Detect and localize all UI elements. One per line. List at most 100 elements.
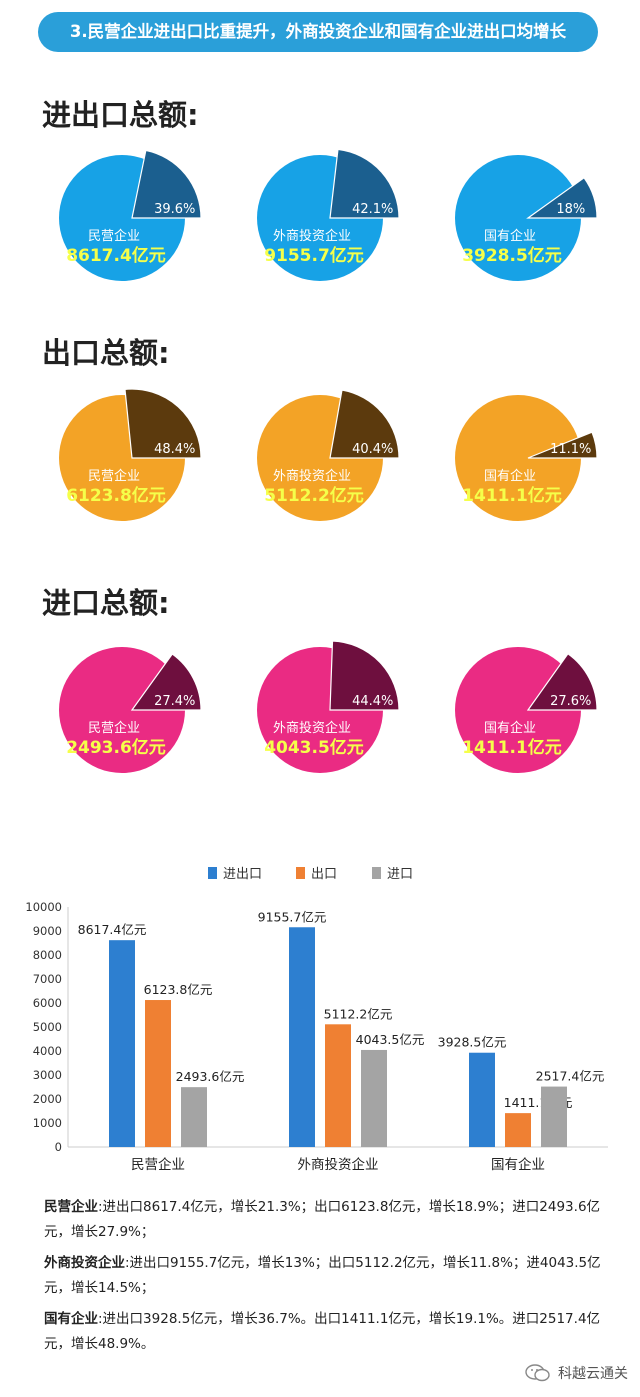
pie-company-label: 民营企业	[88, 228, 140, 244]
pie-share-label: 39.6%	[154, 202, 195, 217]
pie-amount-label: 1411.1亿元	[462, 485, 562, 506]
pie-share-label: 40.4%	[352, 442, 393, 457]
pie-company-label: 国有企业	[484, 228, 536, 244]
bar-data-label: 8617.4亿元	[78, 922, 147, 937]
pie-amount-label: 1411.1亿元	[462, 737, 562, 758]
pie-share-label: 11.1%	[550, 442, 591, 457]
bar-data-label: 5112.2亿元	[324, 1006, 393, 1021]
wechat-icon	[525, 1364, 550, 1382]
watermark: 科越云通关	[524, 1360, 628, 1386]
note-foreign: 外商投资企业:进出口9155.7亿元，增长13%；出口5112.2亿元，增长11…	[44, 1251, 614, 1301]
legend-swatch	[208, 867, 217, 879]
note-state: 国有企业:进出口3928.5亿元，增长36.7%。出口1411.1亿元，增长19…	[44, 1307, 614, 1357]
pie-base-slice	[455, 395, 581, 521]
x-category-label: 民营企业	[131, 1156, 185, 1173]
pie-highlight-slice	[329, 148, 400, 219]
x-category-label: 国有企业	[491, 1156, 545, 1173]
pie-amount-label: 9155.7亿元	[264, 245, 364, 266]
watermark-text: 科越云通关	[558, 1366, 628, 1382]
y-tick-label: 8000	[33, 948, 62, 962]
legend-label: 进出口	[223, 867, 262, 882]
bar-data-label: 3928.5亿元	[438, 1035, 507, 1050]
pie-row-total: 39.6% 民营企业 8617.4亿元 42.1% 外商投资企业 9155.7亿元 18% 国…	[0, 148, 640, 298]
pie-company-label: 国有企业	[484, 720, 536, 736]
pie-highlight-slice	[329, 640, 400, 711]
pie-share-label: 48.4%	[154, 442, 195, 457]
bar	[361, 1049, 387, 1147]
y-tick-label: 1000	[33, 1116, 62, 1130]
pie-share-label: 27.4%	[154, 694, 195, 709]
legend-label: 进口	[387, 867, 413, 882]
section-banner: 3.民营企业进出口比重提升，外商投资企业和国有企业进出口均增长	[38, 12, 598, 52]
pie-highlight-slice	[124, 388, 202, 459]
bar	[109, 940, 135, 1147]
y-tick-label: 5000	[33, 1020, 62, 1034]
bar-data-label: 4043.5亿元	[356, 1032, 425, 1047]
pie-base-slice	[455, 647, 581, 773]
bar	[541, 1086, 567, 1147]
pie-company-label: 外商投资企业	[273, 468, 351, 484]
pie-amount-label: 5112.2亿元	[264, 485, 364, 506]
section-title-import: 进口总额:	[42, 586, 170, 620]
bar	[289, 927, 315, 1147]
y-tick-label: 10000	[25, 900, 62, 914]
bar-data-label: 6123.8亿元	[144, 982, 213, 997]
pie-base-slice	[59, 647, 185, 773]
pie-company-label: 外商投资企业	[273, 720, 351, 736]
note-company: 外商投资企业	[44, 1255, 125, 1271]
legend-swatch	[296, 867, 305, 879]
bar-data-label: 2493.6亿元	[176, 1069, 245, 1084]
pie-highlight-slice	[329, 389, 400, 459]
notes: 民营企业:进出口8617.4亿元，增长21.3%；出口6123.8亿元，增长18…	[44, 1195, 614, 1363]
pie-row-import: 27.4% 民营企业 2493.6亿元 44.4% 外商投资企业 4043.5亿元 27.6…	[0, 640, 640, 790]
pie-company-label: 民营企业	[88, 720, 140, 736]
pie-amount-label: 6123.8亿元	[66, 485, 166, 506]
section-title-total: 进出口总额:	[42, 98, 199, 132]
section-title-export: 出口总额:	[42, 336, 170, 370]
bar	[505, 1113, 531, 1147]
pie-share-label: 44.4%	[352, 694, 393, 709]
pie-row-export: 48.4% 民营企业 6123.8亿元 40.4% 外商投资企业 5112.2亿元 11.1…	[0, 388, 640, 538]
bar-chart: 0 1000 2000 3000 4000 5000 6000 7000 8000 9000 100…	[25, 867, 608, 1173]
note-text: :进出口9155.7亿元，增长13%；出口5112.2亿元，增长11.8%；进4…	[44, 1255, 601, 1296]
pie-share-label: 42.1%	[352, 202, 393, 217]
y-tick-label: 3000	[33, 1068, 62, 1082]
pie-amount-label: 3928.5亿元	[462, 245, 562, 266]
bar-data-label: 9155.7亿元	[258, 909, 327, 924]
bar	[469, 1052, 495, 1147]
pie-share-label: 18%	[556, 202, 585, 217]
bar	[145, 1000, 171, 1147]
pie-highlight-slice	[526, 176, 598, 219]
note-private: 民营企业:进出口8617.4亿元，增长21.3%；出口6123.8亿元，增长18…	[44, 1195, 614, 1245]
bar-data-label: 2517.4亿元	[536, 1069, 605, 1084]
y-tick-label: 7000	[33, 972, 62, 986]
y-tick-label: 0	[55, 1140, 62, 1154]
pie-company-label: 外商投资企业	[273, 228, 351, 244]
y-tick-label: 4000	[33, 1044, 62, 1058]
pie-amount-label: 8617.4亿元	[66, 245, 166, 266]
y-tick-label: 6000	[33, 996, 62, 1010]
note-company: 民营企业	[44, 1199, 98, 1215]
pie-amount-label: 2493.6亿元	[66, 737, 166, 758]
pie-highlight-slice	[527, 431, 598, 459]
bar	[181, 1087, 207, 1147]
pie-company-label: 国有企业	[484, 468, 536, 484]
pie-amount-label: 4043.5亿元	[264, 737, 364, 758]
x-category-label: 外商投资企业	[298, 1156, 379, 1173]
bar	[325, 1024, 351, 1147]
y-tick-label: 2000	[33, 1092, 62, 1106]
pie-base-slice	[455, 155, 581, 281]
pie-highlight-slice	[526, 652, 598, 711]
note-text: :进出口3928.5亿元，增长36.7%。出口1411.1亿元，增长19.1%。…	[44, 1311, 601, 1352]
pie-company-label: 民营企业	[88, 468, 140, 484]
legend-label: 出口	[311, 867, 337, 882]
